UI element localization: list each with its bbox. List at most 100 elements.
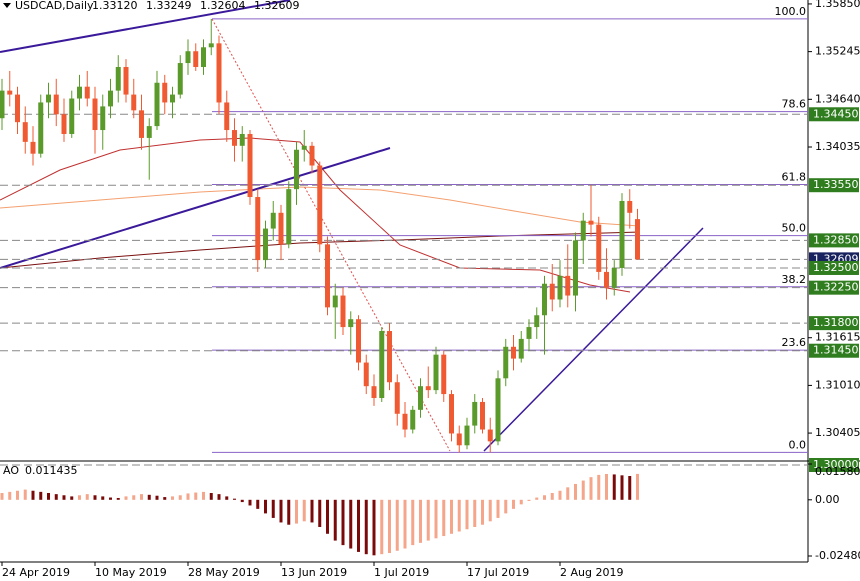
candle-body bbox=[580, 220, 586, 241]
candle-body bbox=[201, 47, 206, 67]
ao-bar bbox=[605, 473, 608, 500]
candle-body bbox=[433, 354, 439, 391]
ao-bar bbox=[233, 498, 236, 500]
ao-bar bbox=[333, 499, 337, 541]
candle-body bbox=[239, 133, 245, 146]
ao-bar bbox=[581, 480, 585, 500]
ao-bar bbox=[39, 491, 43, 500]
candle-body bbox=[208, 43, 214, 48]
ao-bar bbox=[380, 499, 384, 555]
candle-body bbox=[503, 346, 509, 379]
y-tick-label: 1.35245 bbox=[815, 45, 860, 58]
ao-bar bbox=[23, 489, 27, 500]
menu-arrow[interactable] bbox=[3, 3, 11, 8]
candle-body bbox=[363, 362, 369, 387]
candle-body bbox=[418, 386, 423, 410]
ao-bar bbox=[426, 499, 430, 541]
ao-bar bbox=[419, 499, 422, 543]
level-label: 1.32850 bbox=[813, 233, 859, 246]
y-tick-label: 1.31010 bbox=[815, 378, 860, 391]
candle-body bbox=[131, 94, 137, 111]
candle-body bbox=[317, 165, 323, 245]
ao-bar bbox=[194, 492, 198, 500]
ao-bar bbox=[349, 499, 353, 549]
candle-body bbox=[526, 327, 532, 339]
ao-bar bbox=[47, 493, 50, 500]
ao-bar bbox=[597, 474, 601, 500]
ao-bar bbox=[326, 499, 329, 534]
ao-bar bbox=[295, 499, 298, 524]
level-box bbox=[809, 260, 859, 275]
ao-bar bbox=[465, 499, 469, 530]
ao-bar bbox=[403, 499, 407, 549]
ao-bar bbox=[318, 499, 322, 527]
candle-body bbox=[549, 283, 555, 300]
candle-body bbox=[402, 413, 408, 430]
candle-body bbox=[456, 433, 462, 446]
ao-bar bbox=[558, 490, 562, 500]
ao-bar bbox=[171, 496, 174, 500]
header-close: 1.32609 bbox=[254, 0, 300, 12]
candle-body bbox=[108, 90, 113, 107]
candle-body bbox=[22, 122, 28, 142]
candle-body bbox=[348, 319, 354, 328]
candle-body bbox=[464, 425, 470, 446]
candle-body bbox=[0, 90, 5, 119]
ao-bar bbox=[450, 499, 453, 534]
ao-bar bbox=[225, 496, 229, 500]
ao-bar bbox=[589, 477, 593, 500]
candle-body bbox=[247, 133, 253, 198]
ao-tick-label: 0.015801 bbox=[815, 465, 860, 478]
ao-bar bbox=[628, 476, 632, 500]
candle-body bbox=[263, 228, 268, 261]
level-box bbox=[809, 107, 859, 122]
ao-tick-label: -0.024803 bbox=[815, 549, 860, 562]
candle-body bbox=[611, 267, 617, 288]
ao-bar bbox=[302, 499, 306, 522]
ao-bar bbox=[543, 495, 546, 500]
fib-label: 23.6 bbox=[782, 336, 807, 349]
candle-body bbox=[480, 401, 485, 430]
ao-bar bbox=[70, 496, 74, 500]
fib-label: 0.0 bbox=[789, 438, 807, 451]
ao-bar bbox=[209, 493, 213, 500]
header-low: 1.32604 bbox=[200, 0, 246, 12]
ao-bar bbox=[132, 495, 136, 500]
candle-body bbox=[123, 66, 129, 95]
ao-bar bbox=[434, 499, 438, 539]
ao-bar bbox=[535, 497, 539, 500]
candle-body bbox=[542, 283, 547, 316]
ao-bar bbox=[357, 499, 360, 552]
candle-body bbox=[92, 98, 98, 131]
ao-bar bbox=[54, 494, 58, 500]
candle-body bbox=[115, 66, 121, 91]
level-box bbox=[809, 233, 859, 248]
ao-bar bbox=[620, 475, 624, 500]
ao-bar bbox=[101, 496, 105, 500]
level-label: 1.31450 bbox=[813, 344, 859, 357]
ao-bar bbox=[364, 499, 368, 555]
ao-bar bbox=[504, 499, 508, 514]
candle-body bbox=[518, 338, 524, 359]
candle-body bbox=[69, 98, 75, 134]
ao-bar bbox=[93, 495, 97, 500]
ao-bar bbox=[62, 495, 66, 500]
candle-body bbox=[270, 212, 276, 229]
ao-bar bbox=[488, 499, 492, 522]
ao-bar bbox=[372, 499, 376, 556]
candle-body bbox=[46, 94, 51, 103]
ao-bar bbox=[395, 499, 399, 551]
ao-bar bbox=[287, 499, 291, 525]
ao-bar bbox=[163, 497, 167, 500]
ao-bar bbox=[574, 483, 577, 500]
ao-bar bbox=[271, 499, 275, 518]
candle-body bbox=[495, 378, 501, 442]
candle-body bbox=[216, 43, 222, 103]
ao-bar bbox=[411, 499, 415, 546]
ao-bar bbox=[78, 495, 81, 500]
candle-body bbox=[379, 331, 385, 399]
candle-body bbox=[425, 386, 431, 391]
fib-label: 100.0 bbox=[775, 5, 807, 18]
x-tick-label: 24 Apr 2019 bbox=[2, 566, 70, 579]
